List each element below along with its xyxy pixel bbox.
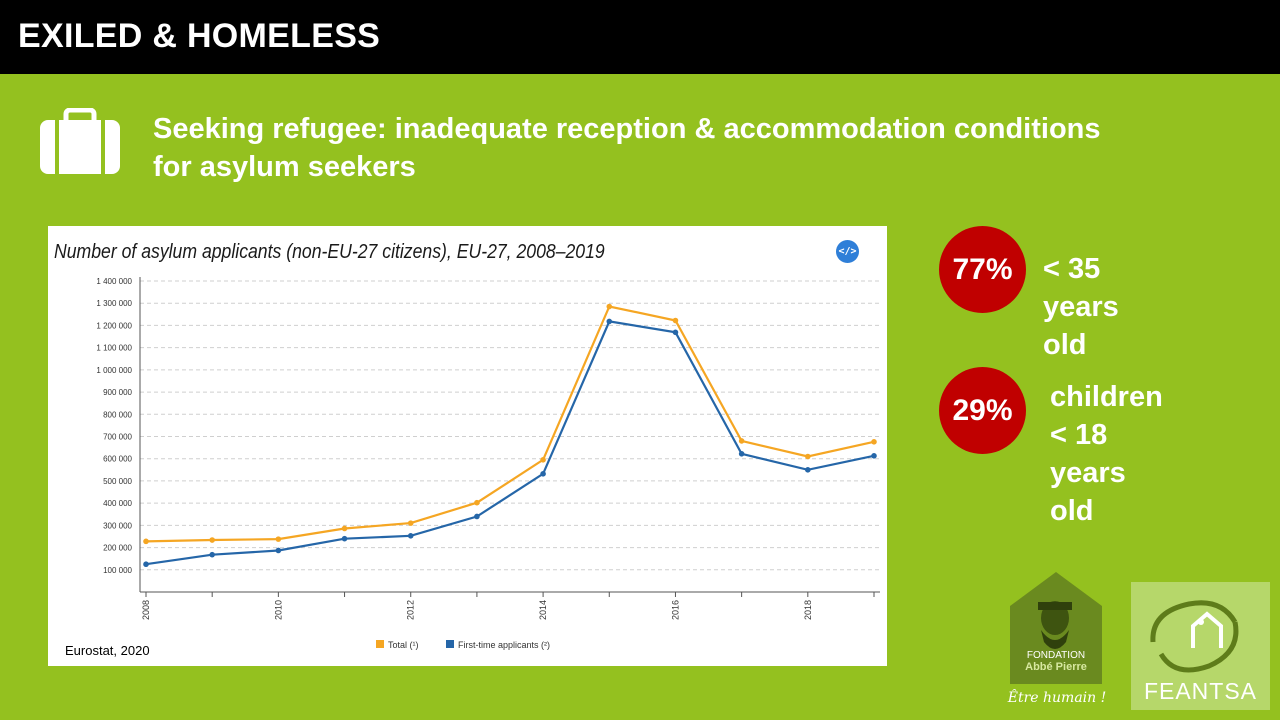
slide-subtitle: Seeking refugee: inadequate reception & … [153, 110, 1233, 186]
data-point [738, 438, 745, 444]
stat-label: children < 18 years old [1050, 378, 1163, 530]
fap-tagline: Être humain ! [1007, 690, 1107, 706]
data-point [805, 467, 811, 473]
x-tick-label: 2018 [803, 600, 813, 620]
embed-code-button[interactable]: </> [836, 240, 859, 263]
y-tick-label: 400 000 [103, 499, 132, 508]
x-tick-label: 2012 [406, 600, 416, 620]
suitcase-icon [40, 108, 120, 174]
series-line-1 [145, 320, 875, 566]
fap-logo-line2: Abbé Pierre [1025, 661, 1087, 673]
chart-source: Eurostat, 2020 [65, 643, 150, 658]
data-point [143, 561, 149, 568]
data-point [871, 453, 877, 459]
subtitle-line-2: for asylum seekers [153, 151, 416, 183]
y-tick-label: 1 000 000 [96, 366, 132, 375]
page-title: EXILED & HOMELESS [18, 17, 381, 55]
legend-label-1: First-time applicants (²) [458, 640, 550, 650]
y-tick-label: 600 000 [103, 455, 132, 464]
data-point [672, 317, 679, 324]
y-tick-label: 1 200 000 [96, 321, 132, 330]
data-point [805, 453, 811, 460]
fondation-abbe-pierre-logo: FONDATION Abbé Pierre [1010, 572, 1102, 684]
data-point [738, 451, 745, 457]
data-point [672, 329, 679, 336]
data-point [606, 318, 613, 325]
y-tick-label: 900 000 [103, 388, 132, 397]
stat-badge: 77% [939, 226, 1026, 313]
header-bar: EXILED & HOMELESS [0, 0, 1280, 74]
stat-badge: 29% [939, 367, 1026, 454]
data-point [209, 537, 215, 543]
series-line-0 [145, 305, 875, 543]
y-tick-label: 100 000 [103, 566, 132, 575]
feantsa-house-icon [1150, 600, 1239, 673]
data-point [474, 499, 480, 506]
y-tick-label: 200 000 [103, 544, 132, 553]
subtitle-line-1: Seeking refugee: inadequate reception & … [153, 113, 1101, 145]
data-point [540, 471, 546, 477]
data-point [606, 303, 613, 310]
stat-label-line-2: years old [1050, 457, 1126, 527]
y-tick-label: 1 100 000 [96, 344, 132, 353]
x-tick-label: 2010 [273, 600, 283, 620]
data-point [540, 457, 546, 463]
data-point [407, 520, 414, 526]
y-tick-label: 1 300 000 [96, 299, 132, 308]
data-point [871, 439, 877, 445]
x-tick-label: 2014 [538, 600, 548, 620]
chart-panel: 100 000 200 000 300 000 400 000 500 000 600 0… [48, 226, 887, 666]
data-point [275, 536, 282, 542]
stat-label: < 35 years old [1043, 253, 1119, 361]
x-tick-label: 2008 [141, 600, 151, 620]
data-point [341, 525, 348, 532]
data-point [275, 547, 282, 554]
line-chart: 100 000 200 000 300 000 400 000 500 000 600 0… [96, 277, 880, 650]
feantsa-name: FEANTSA [1143, 678, 1258, 704]
legend-swatch-1 [446, 640, 454, 648]
data-point [209, 551, 215, 558]
y-tick-label: 700 000 [103, 433, 132, 442]
y-tick-label: 500 000 [103, 477, 132, 486]
data-point [474, 513, 480, 520]
fap-logo-line1: FONDATION [1027, 650, 1085, 661]
y-tick-label: 800 000 [103, 410, 132, 419]
data-point [143, 538, 149, 545]
y-tick-label: 1 400 000 [96, 277, 132, 286]
x-tick-label: 2016 [670, 600, 680, 620]
chart-title: Number of asylum applicants (non-EU-27 c… [54, 240, 605, 263]
stat-label-line-1: children < 18 [1050, 381, 1163, 451]
legend-swatch-0 [376, 640, 384, 648]
y-tick-label: 300 000 [103, 521, 132, 530]
legend-label-0: Total (¹) [388, 640, 419, 650]
feantsa-logo: FEANTSA [1131, 582, 1270, 710]
data-point [407, 532, 414, 539]
data-point [341, 535, 348, 542]
